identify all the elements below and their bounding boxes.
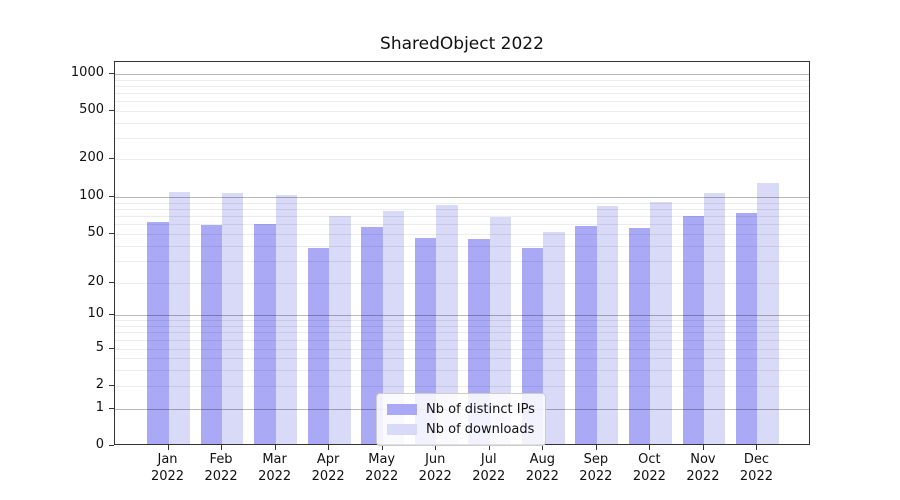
legend-swatch-downloads <box>387 423 417 435</box>
y-tick-label-2: 2 <box>95 377 104 392</box>
x-tick-label-aug: Aug 2022 <box>525 452 559 484</box>
bar-distinct-ips-oct <box>628 227 651 444</box>
bar-downloads-aug <box>543 232 565 444</box>
y-tick-mark-500 <box>109 110 114 111</box>
x-tick-label-dec: Dec 2022 <box>739 452 773 484</box>
y-tick-mark-10 <box>109 314 114 315</box>
x-tick-mark-jul <box>488 445 490 450</box>
legend-label-downloads: Nb of downloads <box>426 421 535 437</box>
x-tick-mark-apr <box>328 445 330 450</box>
bar-downloads-jun <box>436 204 458 444</box>
x-tick-label-jul: Jul 2022 <box>472 452 506 484</box>
x-tick-mark-aug <box>542 445 544 450</box>
x-tick-mark-sep <box>595 445 597 450</box>
x-tick-label-apr: Apr 2022 <box>311 452 345 484</box>
legend-label-distinct-ips: Nb of distinct IPs <box>426 401 535 417</box>
y-tick-mark-20 <box>109 282 114 283</box>
legend-swatch-distinct-ips <box>387 403 417 415</box>
bar-distinct-ips-jul <box>468 238 490 444</box>
bar-downloads-feb <box>222 193 244 444</box>
bar-distinct-ips-nov <box>682 215 704 444</box>
x-tick-label-jun: Jun 2022 <box>418 452 452 484</box>
y-tick-label-1000: 1000 <box>70 65 104 80</box>
x-tick-mark-jan <box>167 445 169 450</box>
x-tick-label-sep: Sep 2022 <box>579 452 613 484</box>
y-tick-label-1: 1 <box>95 400 104 415</box>
x-tick-label-oct: Oct 2022 <box>632 452 666 484</box>
bar-distinct-ips-feb <box>200 225 223 444</box>
y-tick-mark-2 <box>109 385 114 386</box>
bar-distinct-ips-jan <box>147 222 169 444</box>
bar-distinct-ips-jun <box>414 237 437 444</box>
y-tick-label-50: 50 <box>87 225 104 240</box>
legend: Nb of distinct IPs Nb of downloads <box>376 393 546 446</box>
x-tick-mark-feb <box>221 445 223 450</box>
x-tick-mark-may <box>381 445 383 450</box>
bar-downloads-sep <box>596 206 619 444</box>
x-tick-label-mar: Mar 2022 <box>258 452 292 484</box>
y-tick-mark-1000 <box>109 73 114 74</box>
bar-downloads-may <box>382 211 405 444</box>
legend-item-distinct-ips: Nb of distinct IPs <box>387 399 535 419</box>
bar-distinct-ips-may <box>361 226 383 444</box>
bar-distinct-ips-dec <box>736 213 758 444</box>
y-tick-mark-50 <box>109 233 114 234</box>
x-tick-mark-dec <box>756 445 758 450</box>
x-tick-mark-nov <box>702 445 704 450</box>
y-tick-label-0: 0 <box>95 437 104 452</box>
bar-downloads-jan <box>168 191 190 444</box>
bars-layer <box>115 62 809 444</box>
y-tick-label-5: 5 <box>95 340 104 355</box>
y-tick-label-20: 20 <box>87 274 104 289</box>
x-tick-mark-jun <box>435 445 437 450</box>
chart-title: SharedObject 2022 <box>380 34 544 54</box>
bar-downloads-dec <box>757 182 779 444</box>
y-tick-mark-5 <box>109 348 114 349</box>
y-tick-mark-0 <box>109 445 114 446</box>
x-tick-mark-oct <box>649 445 651 450</box>
bar-downloads-mar <box>275 195 298 444</box>
x-tick-label-feb: Feb 2022 <box>204 452 238 484</box>
x-tick-label-nov: Nov 2022 <box>686 452 720 484</box>
bar-downloads-oct <box>650 202 672 444</box>
bar-distinct-ips-apr <box>307 248 330 444</box>
bar-downloads-apr <box>329 216 351 444</box>
x-tick-label-may: May 2022 <box>365 452 399 484</box>
y-tick-label-500: 500 <box>79 102 104 117</box>
y-tick-mark-200 <box>109 158 114 159</box>
bar-downloads-nov <box>703 193 726 444</box>
y-tick-label-200: 200 <box>79 150 104 165</box>
bar-distinct-ips-sep <box>575 225 597 444</box>
y-tick-label-10: 10 <box>87 306 104 321</box>
bar-downloads-jul <box>489 217 512 444</box>
y-tick-label-100: 100 <box>79 188 104 203</box>
plot-area: Nb of distinct IPs Nb of downloads <box>114 61 810 446</box>
x-tick-label-jan: Jan 2022 <box>150 452 185 484</box>
bar-distinct-ips-mar <box>254 224 276 444</box>
y-tick-mark-1 <box>109 408 114 409</box>
x-tick-mark-mar <box>274 445 276 450</box>
y-tick-mark-100 <box>109 196 114 197</box>
legend-item-downloads: Nb of downloads <box>387 419 535 439</box>
